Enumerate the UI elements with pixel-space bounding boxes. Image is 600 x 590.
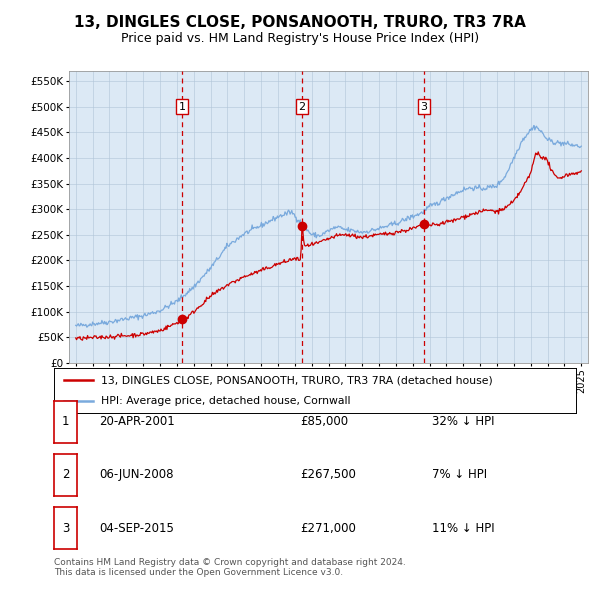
Text: £267,500: £267,500 [300,468,356,481]
Text: 1: 1 [62,415,69,428]
Text: 2: 2 [62,468,69,481]
Text: Contains HM Land Registry data © Crown copyright and database right 2024.
This d: Contains HM Land Registry data © Crown c… [54,558,406,577]
Text: 11% ↓ HPI: 11% ↓ HPI [432,522,494,535]
Text: 1: 1 [178,101,185,112]
Text: £271,000: £271,000 [300,522,356,535]
Text: 13, DINGLES CLOSE, PONSANOOTH, TRURO, TR3 7RA (detached house): 13, DINGLES CLOSE, PONSANOOTH, TRURO, TR… [101,375,493,385]
Text: 7% ↓ HPI: 7% ↓ HPI [432,468,487,481]
Text: £85,000: £85,000 [300,415,348,428]
Text: 3: 3 [421,101,428,112]
Text: 20-APR-2001: 20-APR-2001 [99,415,175,428]
Text: 3: 3 [62,522,69,535]
Text: HPI: Average price, detached house, Cornwall: HPI: Average price, detached house, Corn… [101,396,350,406]
Text: 13, DINGLES CLOSE, PONSANOOTH, TRURO, TR3 7RA: 13, DINGLES CLOSE, PONSANOOTH, TRURO, TR… [74,15,526,30]
Text: 2: 2 [298,101,305,112]
Text: 06-JUN-2008: 06-JUN-2008 [99,468,173,481]
Text: Price paid vs. HM Land Registry's House Price Index (HPI): Price paid vs. HM Land Registry's House … [121,32,479,45]
Text: 32% ↓ HPI: 32% ↓ HPI [432,415,494,428]
Text: 04-SEP-2015: 04-SEP-2015 [99,522,174,535]
